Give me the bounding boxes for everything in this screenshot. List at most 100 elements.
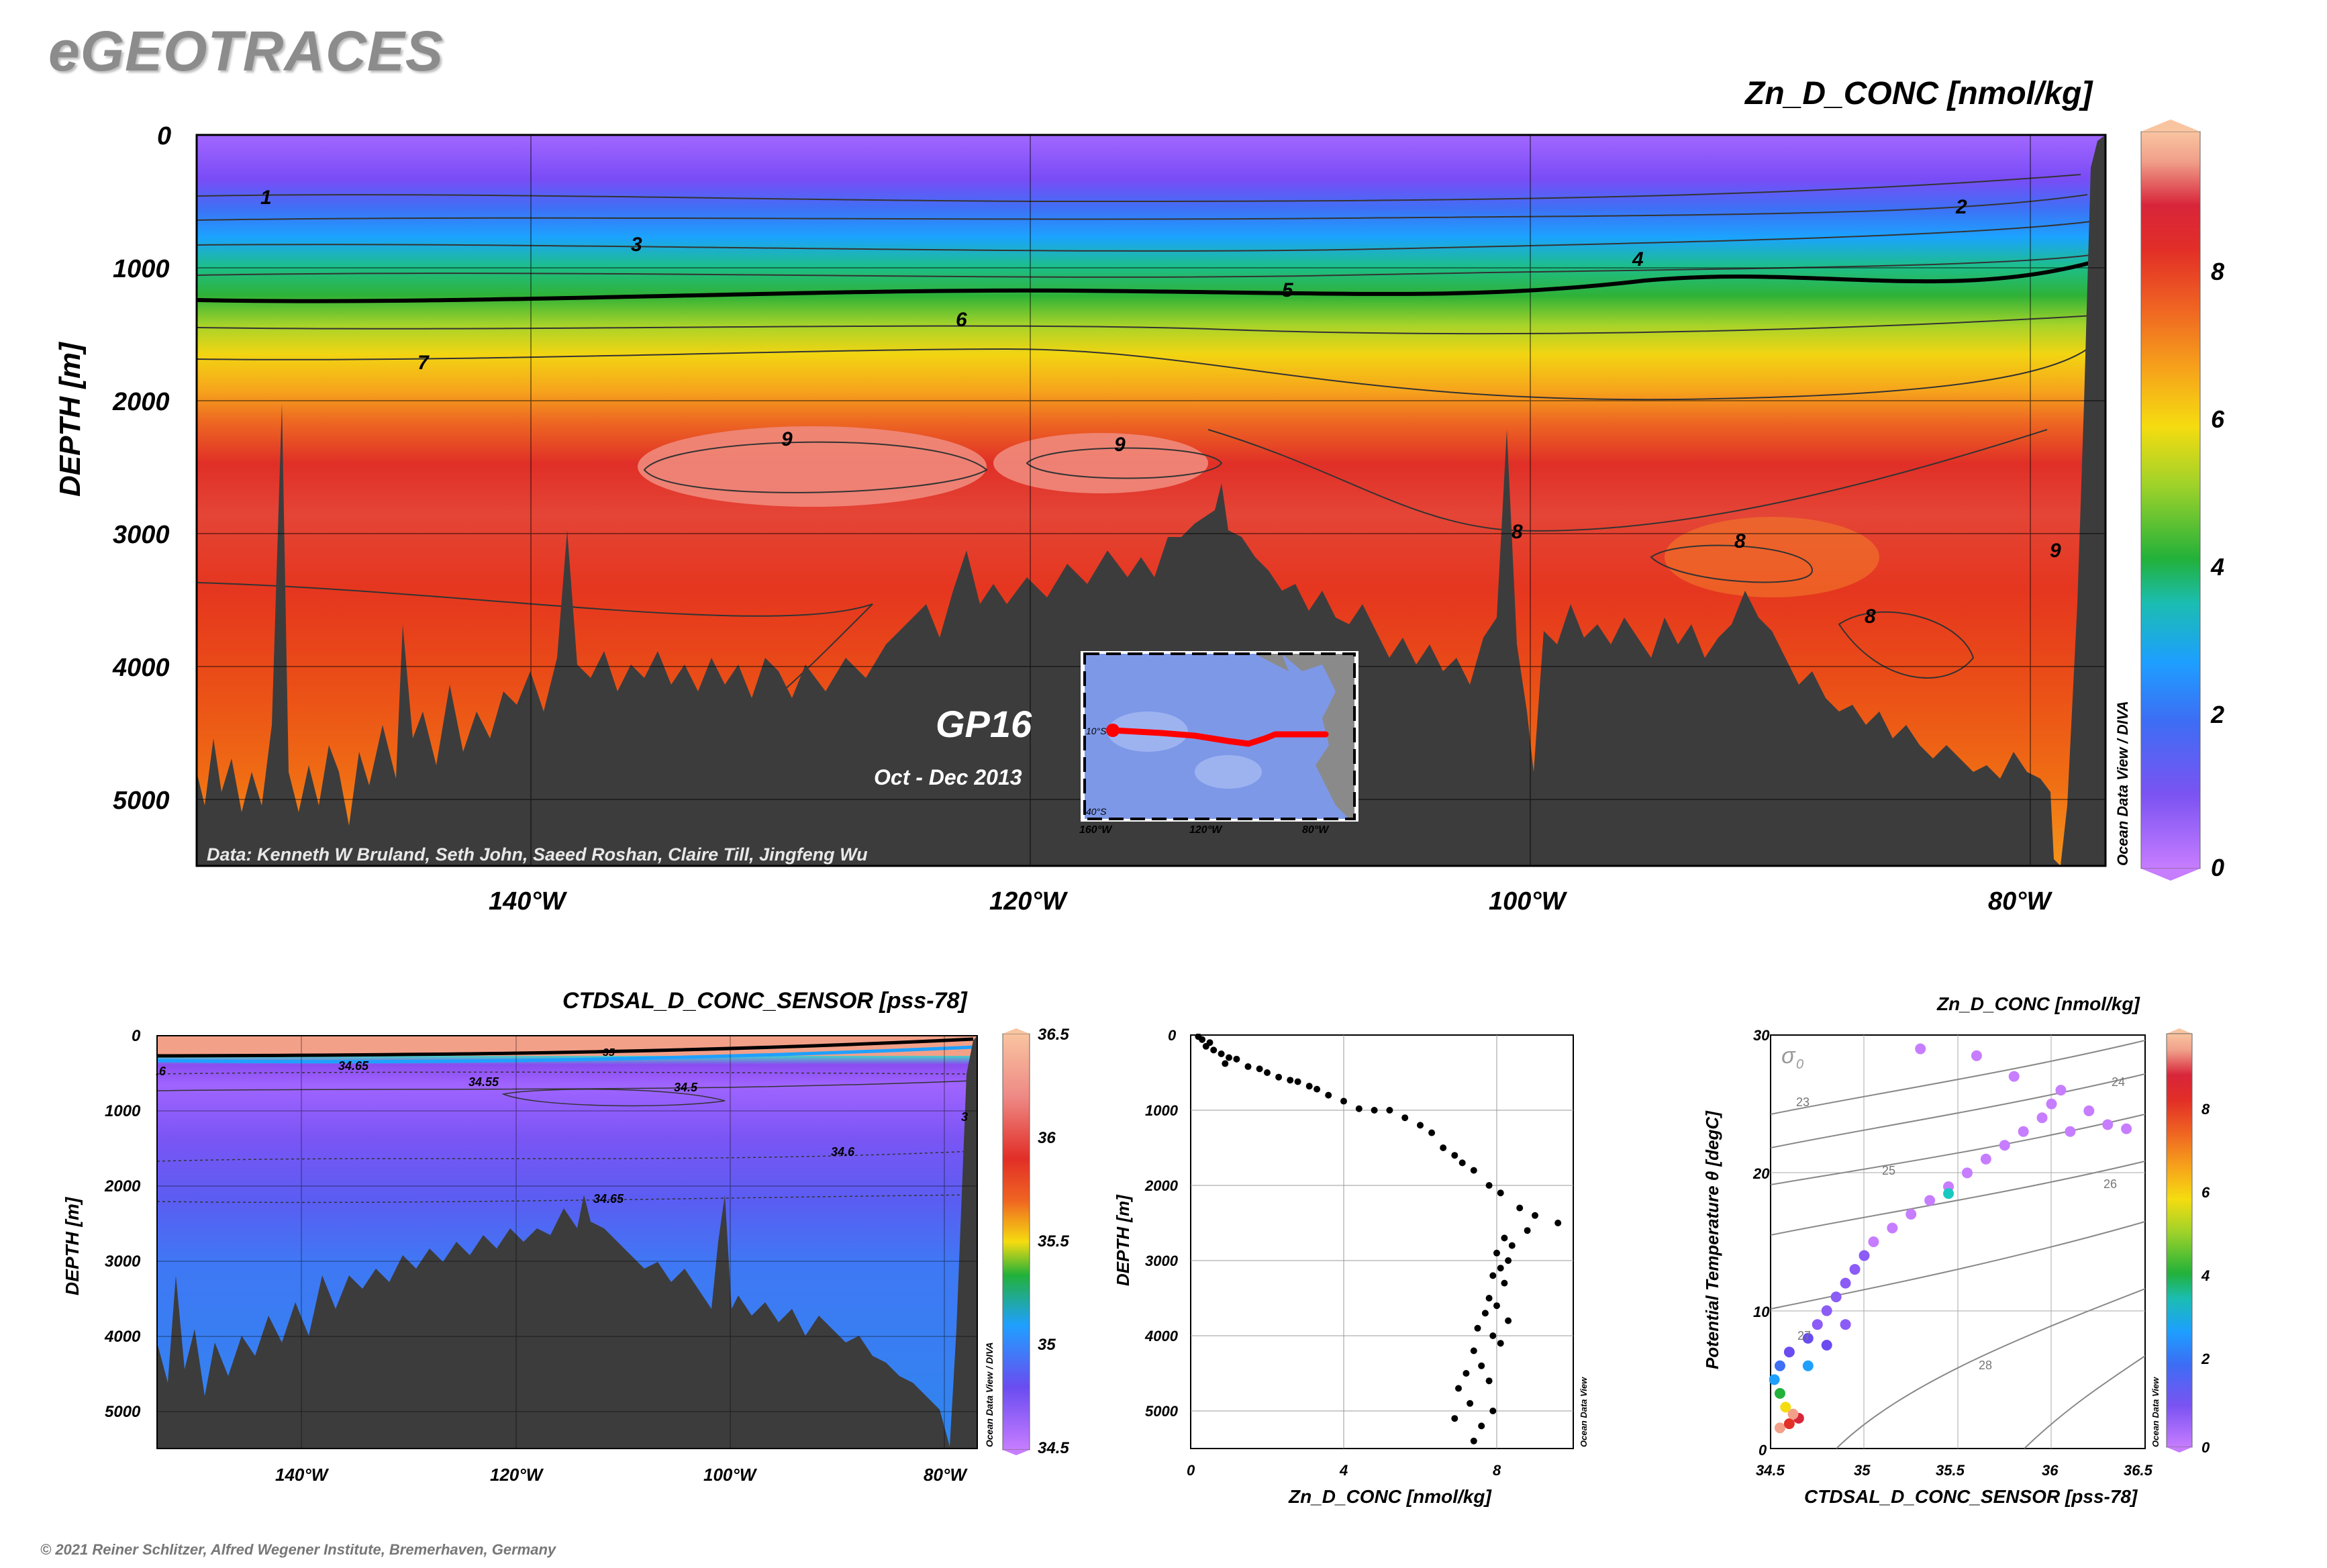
profile-point <box>1256 1065 1263 1073</box>
sal-contour-34-6: 34.6 <box>831 1145 855 1159</box>
ts-point <box>1774 1387 1785 1399</box>
profile-x-axis-label: Zn_D_CONC [nmol/kg] <box>1289 1486 1491 1507</box>
main-contour-label-6: 6 <box>956 309 967 331</box>
ts-point <box>1783 1418 1795 1430</box>
main-ytick-0: 0 <box>157 122 172 150</box>
inset-lon-120w: 120°W <box>1189 824 1222 836</box>
sal-ytick-1000: 1000 <box>105 1102 141 1120</box>
main-xtick-120w: 120°W <box>989 887 1067 916</box>
ts-point <box>2018 1126 2029 1137</box>
ts-side-credit: Ocean Data View <box>2150 1377 2161 1447</box>
profile-point <box>1210 1046 1218 1054</box>
ts-point <box>1783 1346 1795 1358</box>
main-data-credit: Data: Kenneth W Bruland, Seth John, Saee… <box>207 844 868 865</box>
main-contour-label-3: 3 <box>631 234 642 256</box>
isopycnal-label-25: 25 <box>1882 1164 1895 1177</box>
contour-9b <box>1026 447 1223 479</box>
sigma-sub: 0 <box>1796 1057 1803 1072</box>
inset-lon-80w: 80°W <box>1302 824 1329 836</box>
profile-point <box>1524 1227 1531 1234</box>
ts-cbar-tick-4: 4 <box>2201 1267 2210 1284</box>
isopycnal-27 <box>1771 1221 2145 1310</box>
ts-point <box>1943 1188 1954 1199</box>
profile-point <box>1199 1036 1206 1043</box>
main-chart-title: Zn_D_CONC [nmol/kg] <box>1745 76 2093 111</box>
ts-cbar-tick-2: 2 <box>2201 1351 2210 1367</box>
inset-lat-10s: 10°S <box>1086 726 1107 736</box>
profile-point <box>1458 1159 1466 1167</box>
profile-points <box>1195 1034 1562 1444</box>
ts-point <box>1849 1264 1861 1275</box>
inset-lon-160w: 160°W <box>1079 824 1112 836</box>
profile-point <box>1478 1422 1485 1430</box>
profile-point <box>1428 1129 1436 1136</box>
cruise-label: GP16 <box>936 703 1032 745</box>
profile-point <box>1516 1204 1524 1212</box>
cruise-dates: Oct - Dec 2013 <box>874 765 1022 789</box>
sal-ytick-4000: 4000 <box>105 1328 141 1346</box>
main-contour-label-5: 5 <box>1282 279 1293 301</box>
sal-ytick-0: 0 <box>132 1027 141 1045</box>
main-cbar-tick-4: 4 <box>2211 553 2225 581</box>
zn-max-blob-2 <box>993 433 1208 493</box>
sal-cbar-tick-34-5: 34.5 <box>1038 1439 1069 1457</box>
main-contour-label-4: 4 <box>1632 248 1644 271</box>
main-cbar-tick-2: 2 <box>2211 701 2225 728</box>
ts-point <box>1859 1250 1870 1261</box>
ts-point <box>1821 1305 1832 1316</box>
profile-point <box>1470 1347 1477 1355</box>
sal-contour-35: 35 <box>603 1047 615 1059</box>
isopycnal-24 <box>1771 1073 2145 1148</box>
main-cbar-tick-6: 6 <box>2211 405 2225 433</box>
profile-point <box>1497 1265 1504 1272</box>
ts-ytick-10: 10 <box>1753 1304 1770 1320</box>
ts-point <box>1774 1360 1785 1371</box>
profile-point <box>1508 1242 1516 1249</box>
profile-point <box>1340 1097 1347 1105</box>
main-ytick-2000: 2000 <box>113 388 170 416</box>
contour-7 <box>197 348 2088 401</box>
ts-point <box>2055 1085 2067 1096</box>
profile-point <box>1386 1107 1393 1114</box>
contour-8d <box>1838 611 1975 679</box>
ts-point <box>2083 1105 2095 1116</box>
sal-contour-6: .6 <box>156 1065 166 1078</box>
sal-contour-3: 3 <box>961 1110 969 1124</box>
main-contour-label-7: 7 <box>417 352 429 374</box>
main-xtick-80w: 80°W <box>1988 887 2051 916</box>
main-contour-label-9a: 9 <box>781 428 793 450</box>
sal-contour-34-65b: 34.65 <box>593 1192 624 1206</box>
ts-point <box>2008 1071 2020 1082</box>
ts-xtick-35-5: 35.5 <box>1936 1462 1965 1479</box>
ts-point <box>1980 1153 1991 1165</box>
inset-map: 10°S 40°S 160°W <box>1081 651 1358 822</box>
profile-point <box>1493 1249 1500 1257</box>
profile-point <box>1355 1105 1363 1112</box>
profile-point <box>1489 1408 1497 1414</box>
main-xtick-140w: 140°W <box>489 887 566 916</box>
isopycnal-label-27: 27 <box>1797 1329 1811 1342</box>
sal-cbar-tick-36: 36 <box>1038 1129 1056 1147</box>
ts-ytick-20: 20 <box>1753 1165 1770 1182</box>
ts-point <box>1812 1319 1823 1330</box>
profile-point <box>1463 1370 1470 1377</box>
profile-point <box>1218 1050 1225 1057</box>
sal-colorbar <box>1002 1033 1030 1451</box>
profile-point <box>1493 1302 1500 1310</box>
profile-point <box>1451 1152 1458 1159</box>
ts-point <box>2036 1112 2048 1124</box>
ts-point <box>1905 1208 1917 1220</box>
profile-point <box>1222 1060 1229 1067</box>
ts-point <box>1999 1140 2010 1151</box>
ts-y-axis-label: Potential Temperature θ [degC] <box>1702 1111 1722 1369</box>
sal-xtick-140w: 140°W <box>275 1465 328 1485</box>
contour-9a <box>643 441 988 493</box>
profile-point <box>1401 1114 1409 1122</box>
contour-8c <box>1650 544 1814 583</box>
main-ytick-4000: 4000 <box>113 654 170 682</box>
ts-point <box>1802 1360 1814 1371</box>
profile-point <box>1455 1385 1462 1392</box>
profile-point <box>1325 1091 1332 1099</box>
ts-chart-title: Zn_D_CONC [nmol/kg] <box>1937 993 2140 1014</box>
profile-xtick-8: 8 <box>1493 1462 1501 1479</box>
